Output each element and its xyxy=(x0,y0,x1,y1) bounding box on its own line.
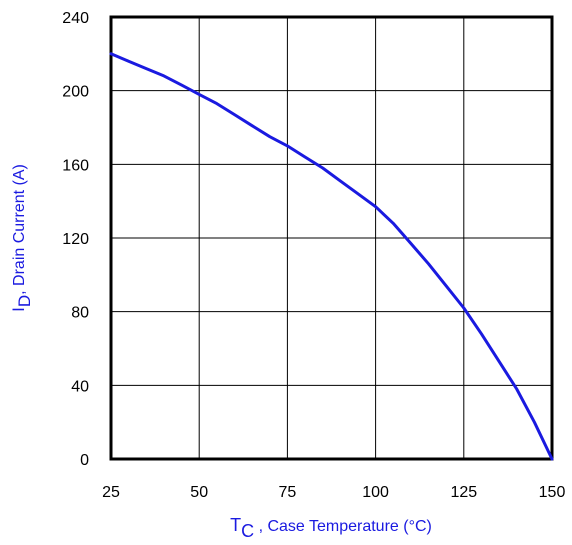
y-axis-title: ID, Drain Current (A) xyxy=(9,164,34,312)
plot-frame xyxy=(109,15,554,461)
drain-current-curve xyxy=(109,52,554,461)
y-tick-label: 0 xyxy=(80,452,89,469)
x-tick-label: 150 xyxy=(539,484,566,501)
y-axis-title-main: I xyxy=(9,307,28,312)
y-axis-title-subscript: D xyxy=(15,295,34,307)
x-tick-label: 100 xyxy=(362,484,389,501)
x-tick-label: 125 xyxy=(450,484,477,501)
x-tick-label: 50 xyxy=(190,484,208,501)
grid-lines xyxy=(111,17,552,459)
x-axis-title-main: T xyxy=(230,515,241,535)
y-tick-label: 40 xyxy=(71,378,89,395)
x-tick-label: 25 xyxy=(102,484,120,501)
y-axis-ticks: 0 40 80 120 160 200 240 xyxy=(62,10,89,469)
y-axis-title-text: , Drain Current (A) xyxy=(11,164,28,295)
y-tick-label: 120 xyxy=(62,231,89,248)
x-axis-title: TC , Case Temperature (°C) xyxy=(230,515,432,541)
x-tick-label: 75 xyxy=(279,484,297,501)
y-tick-label: 200 xyxy=(62,84,89,101)
y-tick-label: 240 xyxy=(62,10,89,27)
y-tick-label: 80 xyxy=(71,305,89,322)
y-tick-label: 160 xyxy=(62,157,89,174)
x-axis-title-text: , Case Temperature (°C) xyxy=(254,518,432,535)
x-axis-ticks: 25 50 75 100 125 150 xyxy=(102,484,565,501)
x-axis-title-subscript: C xyxy=(241,521,254,541)
